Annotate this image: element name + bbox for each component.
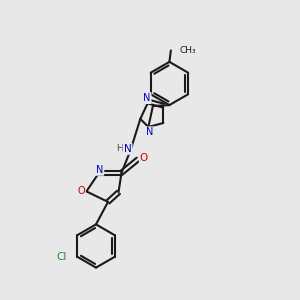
Text: O: O — [140, 153, 148, 163]
Text: N: N — [143, 93, 151, 103]
Text: N: N — [96, 165, 103, 175]
Text: N: N — [146, 128, 154, 137]
Text: H: H — [116, 144, 122, 153]
Text: O: O — [77, 186, 85, 197]
Text: CH₃: CH₃ — [179, 46, 196, 55]
Text: N: N — [124, 144, 131, 154]
Text: Cl: Cl — [56, 252, 67, 262]
